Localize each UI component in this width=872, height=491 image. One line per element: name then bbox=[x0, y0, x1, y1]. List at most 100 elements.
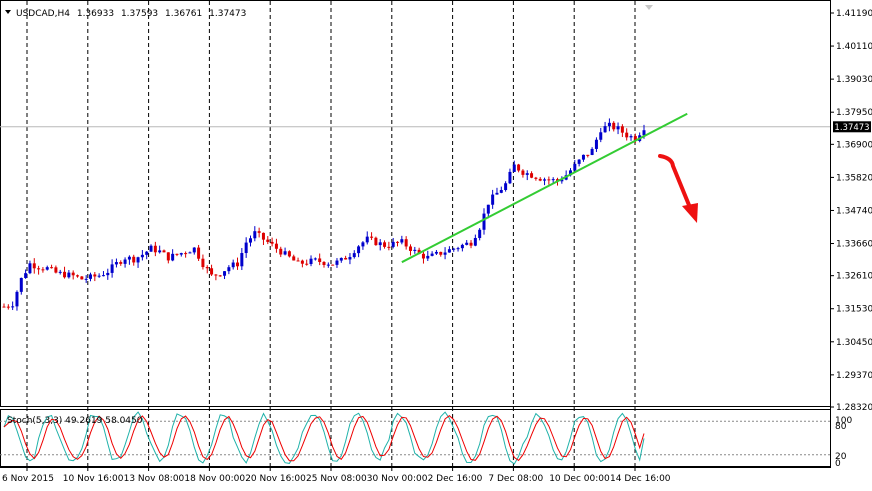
candle-body bbox=[205, 267, 209, 269]
price-tick-label: 1.39030 bbox=[836, 75, 872, 85]
candle-body bbox=[266, 239, 270, 242]
candle-body bbox=[76, 275, 80, 277]
candle-body bbox=[149, 245, 153, 252]
candle-body bbox=[504, 183, 508, 191]
candle-body bbox=[50, 267, 54, 269]
candle-body bbox=[32, 263, 36, 269]
candle-body bbox=[517, 164, 521, 171]
price-tick-label: 1.40110 bbox=[836, 42, 872, 52]
candle-body bbox=[439, 251, 443, 255]
candle-body bbox=[227, 267, 231, 272]
chart-shift-marker-icon[interactable] bbox=[645, 5, 653, 10]
candle-body bbox=[547, 179, 551, 181]
candle-body bbox=[590, 148, 594, 155]
candle-body bbox=[374, 237, 378, 246]
candle-body bbox=[383, 242, 387, 247]
candle-body bbox=[538, 178, 542, 181]
candle-body bbox=[218, 275, 222, 277]
candle-body bbox=[633, 136, 637, 141]
candle-body bbox=[404, 239, 408, 247]
time-tick-label: 18 Nov 00:00 bbox=[184, 474, 245, 484]
candle-body bbox=[486, 204, 490, 214]
candle-body bbox=[577, 159, 581, 164]
candle-body bbox=[426, 255, 430, 259]
candle-body bbox=[58, 271, 62, 273]
vertical-grid bbox=[26, 1, 636, 466]
price-tick-label: 1.41190 bbox=[836, 9, 872, 19]
candle-body bbox=[287, 251, 291, 257]
price-tick-label: 1.34740 bbox=[836, 206, 872, 216]
candle-body bbox=[560, 179, 564, 182]
symbol-menu-triangle-icon[interactable] bbox=[5, 10, 11, 14]
candle-body bbox=[97, 275, 101, 277]
candle-body bbox=[452, 248, 456, 250]
candle-body bbox=[153, 245, 157, 253]
candle-body bbox=[63, 271, 67, 278]
price-tick-label: 1.29370 bbox=[836, 371, 872, 381]
candle-body bbox=[495, 192, 499, 195]
candle-body bbox=[413, 249, 417, 251]
price-tick-label: 1.32610 bbox=[836, 272, 872, 282]
candle-body bbox=[421, 253, 425, 259]
candle-body bbox=[257, 231, 261, 233]
candle-body bbox=[171, 253, 175, 261]
candle-body bbox=[292, 256, 296, 261]
candle-body bbox=[145, 251, 149, 255]
candle-body bbox=[568, 170, 572, 176]
candle-body bbox=[551, 179, 555, 181]
price-tick-label: 1.30450 bbox=[836, 338, 872, 348]
candle-body bbox=[214, 274, 218, 276]
candle-body bbox=[391, 241, 395, 247]
candle-body bbox=[508, 171, 512, 184]
candle-body bbox=[253, 231, 257, 239]
candle-body bbox=[473, 237, 477, 246]
candle-body bbox=[24, 273, 28, 278]
price-tick-label: 1.28320 bbox=[836, 403, 872, 413]
candle-body bbox=[274, 243, 278, 249]
candle-body bbox=[127, 256, 131, 260]
candle-body bbox=[322, 261, 326, 265]
candle-body bbox=[110, 264, 114, 273]
candle-body bbox=[478, 229, 482, 238]
candle-body bbox=[339, 257, 343, 261]
time-tick-label: 10 Nov 16:00 bbox=[63, 474, 124, 484]
candle-body bbox=[93, 274, 97, 277]
candle-body bbox=[132, 256, 136, 263]
candle-body bbox=[236, 262, 240, 267]
candle-body bbox=[28, 263, 32, 274]
candle-body bbox=[248, 238, 252, 243]
main-plot-frame bbox=[0, 0, 831, 407]
price-axis: 1.41190 1.40110 1.39030 1.37950 1.36900 1.358… bbox=[830, 9, 872, 413]
price-tick-label: 1.37950 bbox=[836, 108, 872, 118]
down-arrow-annotation[interactable] bbox=[658, 154, 698, 223]
candle-body bbox=[344, 257, 348, 260]
candle-body bbox=[396, 241, 400, 243]
candle-body bbox=[465, 242, 469, 245]
candle-body bbox=[279, 248, 283, 255]
candle-body bbox=[45, 267, 49, 270]
candle-body bbox=[192, 247, 196, 253]
candle-body bbox=[530, 173, 534, 178]
time-tick-label: 14 Dec 16:00 bbox=[610, 474, 671, 484]
candle-body bbox=[296, 260, 300, 262]
candle-body bbox=[443, 252, 447, 255]
time-tick-label: 6 Nov 2015 bbox=[2, 474, 54, 484]
candle-body bbox=[607, 122, 611, 127]
candle-body bbox=[37, 268, 41, 270]
candle-body bbox=[175, 253, 179, 255]
candle-body bbox=[499, 190, 503, 193]
candle-body bbox=[309, 258, 313, 264]
candle-body bbox=[270, 241, 274, 244]
candle-body bbox=[261, 232, 265, 240]
candle-body bbox=[586, 154, 590, 156]
candle-body bbox=[2, 306, 6, 308]
candle-body bbox=[84, 278, 88, 280]
trendline[interactable] bbox=[401, 112, 688, 264]
candle-body bbox=[365, 236, 369, 243]
candle-body bbox=[326, 264, 330, 266]
candle-body bbox=[114, 262, 118, 265]
high-value: 1.37593 bbox=[121, 9, 158, 19]
candle-body bbox=[80, 276, 84, 280]
candle-body bbox=[469, 242, 473, 246]
